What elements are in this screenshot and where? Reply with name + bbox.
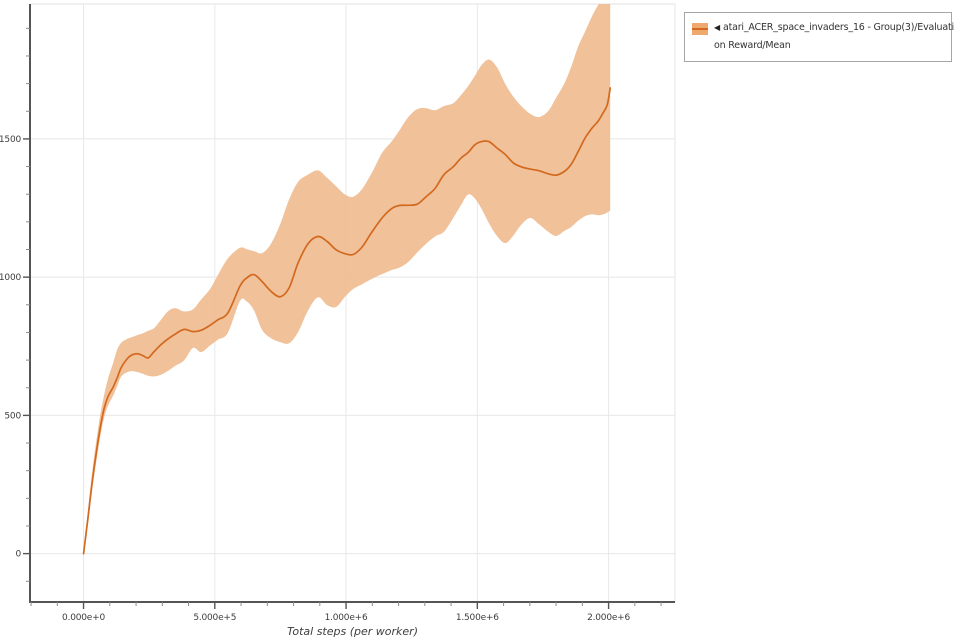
axes-layer: 0.000e+0 5.000e+5 1.000e+6 1.500e+6 2.000e+6… <box>0 4 675 623</box>
y-tick-label: 1500 <box>0 135 21 145</box>
legend-swatch-icon <box>692 23 708 35</box>
data-layer <box>82 4 612 555</box>
legend-label: ◀ atari_ACER_space_invaders_16 - Group(3)… <box>714 19 954 55</box>
confidence-band <box>83 4 611 554</box>
triangle-left-icon: ◀ <box>714 23 720 32</box>
x-tick-label: 1.000e+6 <box>325 613 368 623</box>
x-tick-label: 2.000e+6 <box>587 613 630 623</box>
legend-row-1: ◀ atari_ACER_space_invaders_16 - Group(3)… <box>714 22 954 33</box>
x-tick-label: 5.000e+5 <box>193 613 236 623</box>
mean-line <box>82 87 612 555</box>
grid-layer <box>30 3 676 602</box>
legend-line-icon <box>692 28 708 30</box>
x-tick-label: 1.500e+6 <box>456 613 499 623</box>
y-tick-label: 1000 <box>0 273 21 283</box>
y-tick-label: 0 <box>15 550 21 560</box>
x-axis-title: Total steps (per worker) <box>287 625 418 638</box>
legend[interactable]: ◀ atari_ACER_space_invaders_16 - Group(3)… <box>684 12 954 62</box>
y-tick-label: 500 <box>4 411 21 421</box>
legend-label-line1: atari_ACER_space_invaders_16 - Group(3)/… <box>722 22 954 33</box>
legend-label-line2: on Reward/Mean <box>714 40 791 51</box>
x-tick-label: 0.000e+0 <box>62 613 105 623</box>
